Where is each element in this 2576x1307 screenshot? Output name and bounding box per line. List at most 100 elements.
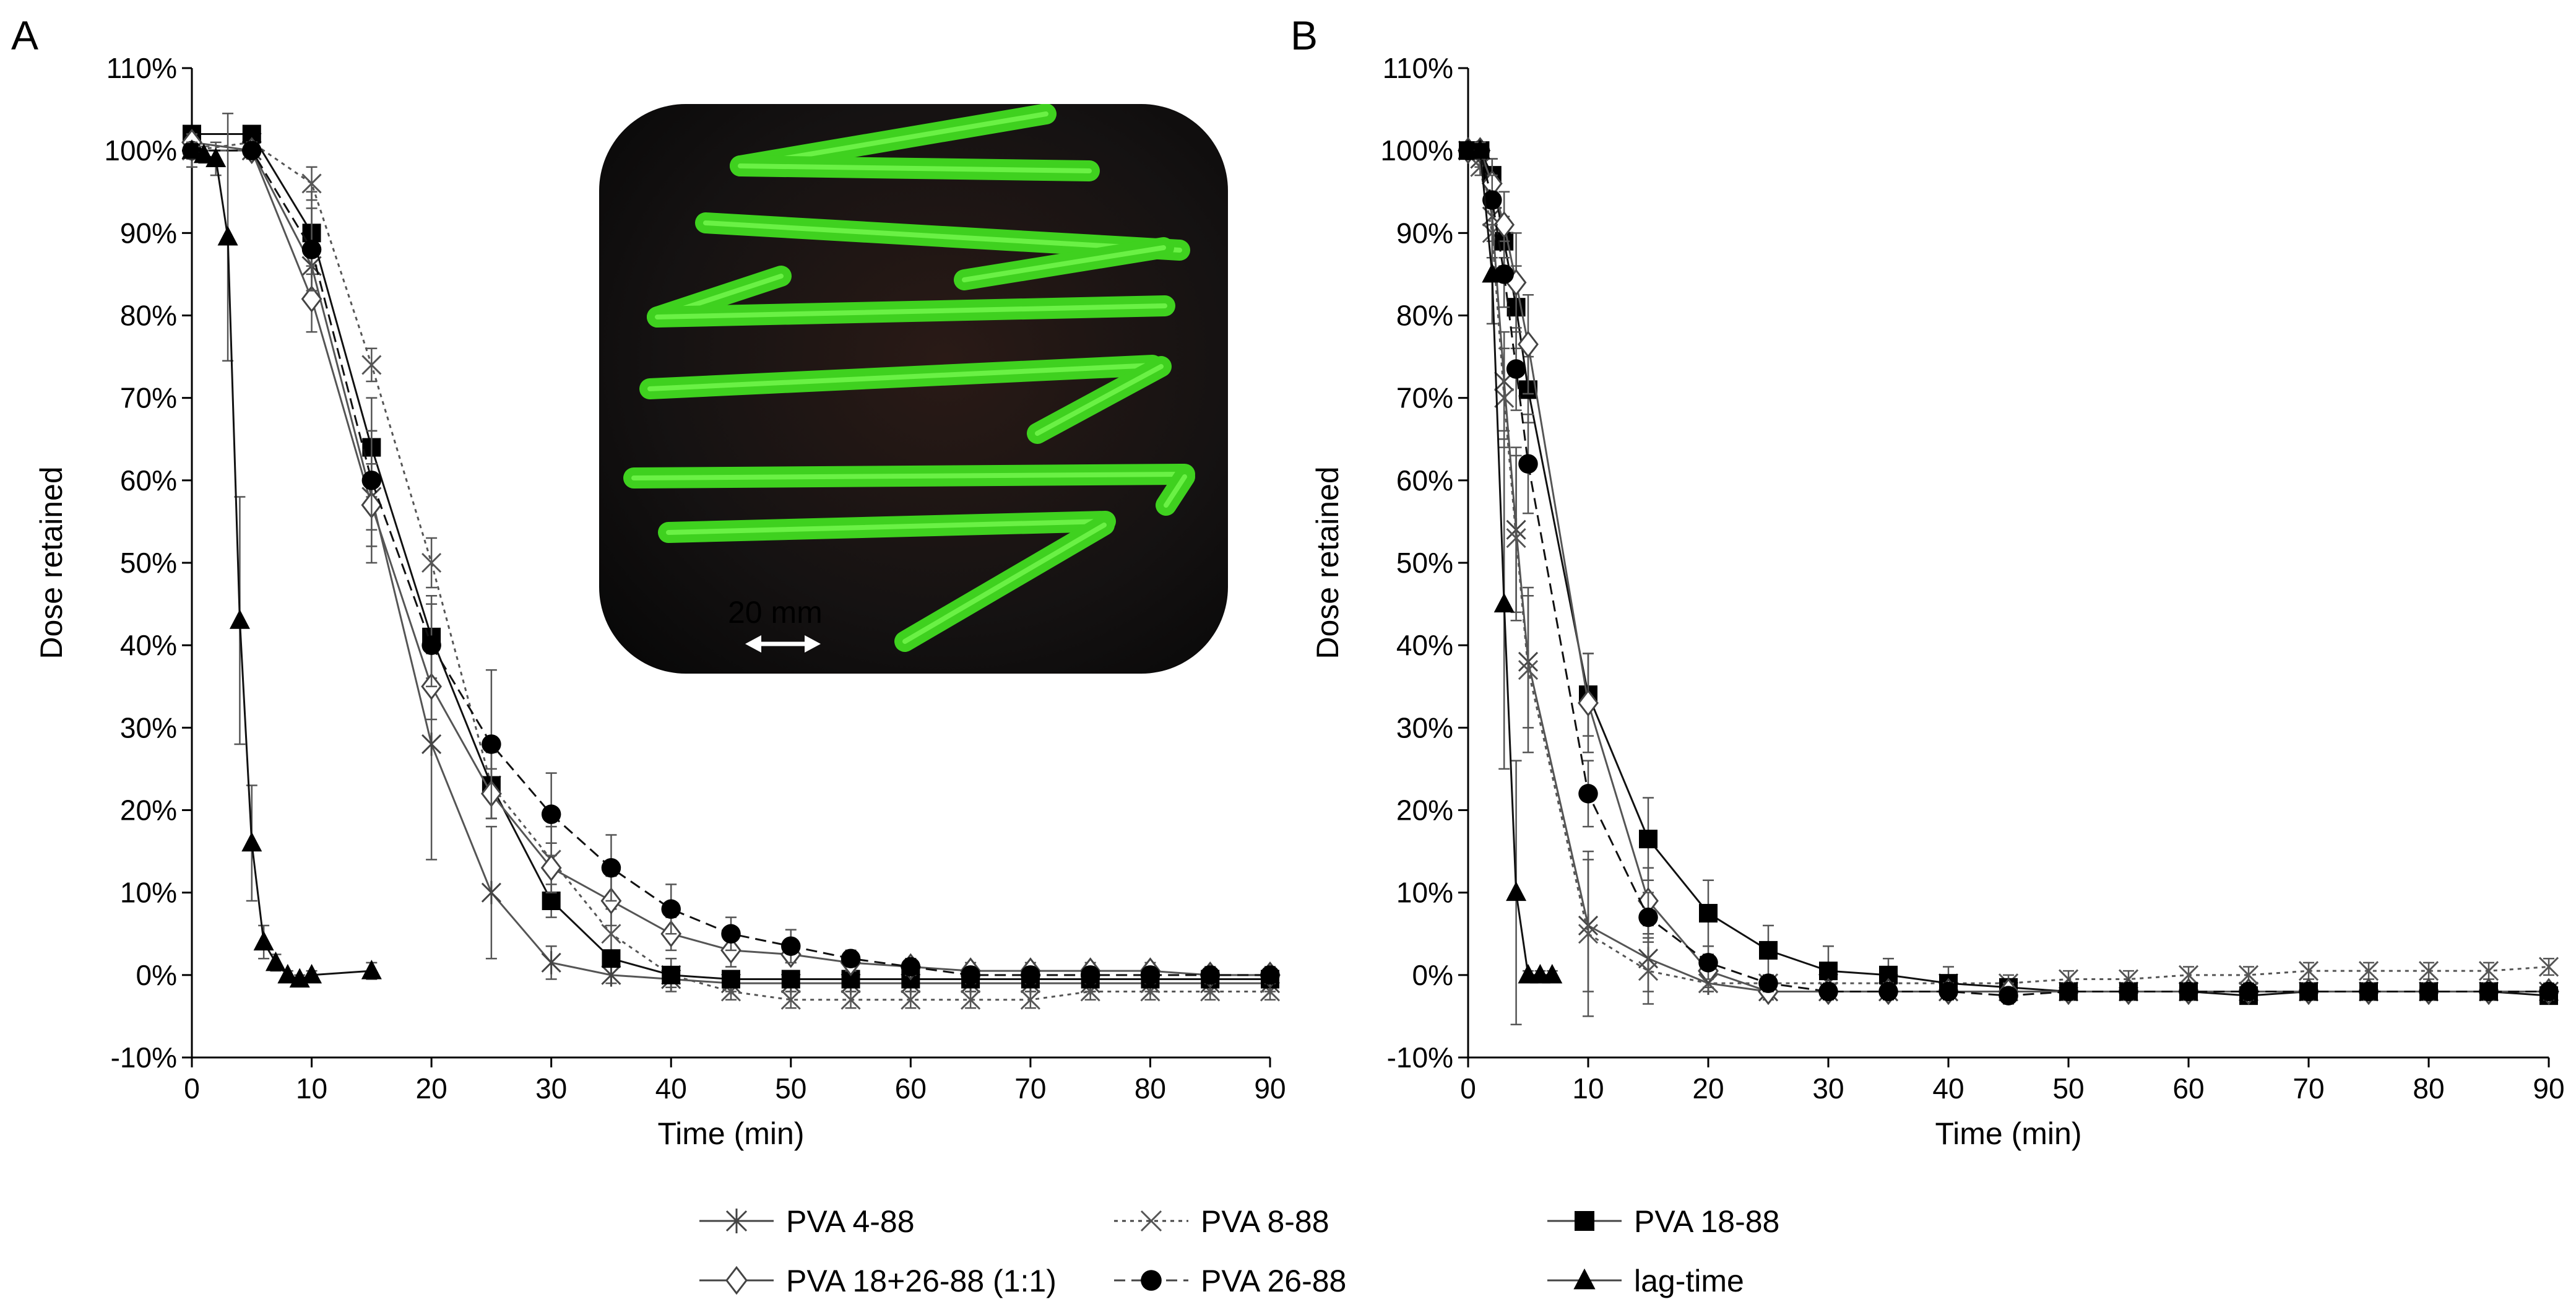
data-point bbox=[781, 936, 801, 956]
legend-marker bbox=[1141, 1270, 1162, 1291]
series-pva-18-88 bbox=[1459, 141, 2558, 1005]
y-axis-label: Dose retained bbox=[34, 466, 69, 659]
data-point bbox=[301, 285, 322, 313]
x-tick-label: 60 bbox=[2172, 1072, 2204, 1105]
legend-entry-lag-time: lag-time bbox=[1547, 1264, 1744, 1298]
x-tick-label: 90 bbox=[2533, 1072, 2564, 1105]
legend-marker bbox=[1573, 1268, 1596, 1290]
filament-highlight bbox=[1035, 364, 1164, 436]
legend-label: PVA 26-88 bbox=[1201, 1264, 1346, 1298]
legend-label: PVA 18+26-88 (1:1) bbox=[786, 1264, 1057, 1298]
data-point bbox=[1878, 981, 1898, 1002]
x-axis-label: Time (min) bbox=[657, 1116, 804, 1151]
data-point bbox=[781, 970, 800, 989]
data-point bbox=[277, 963, 298, 984]
data-point bbox=[2418, 961, 2439, 981]
data-point bbox=[2298, 961, 2319, 981]
series-pva-18-26-88-1-1- bbox=[1458, 137, 2559, 1005]
data-point bbox=[2479, 981, 2499, 1002]
data-point bbox=[1493, 211, 1515, 238]
data-point bbox=[1818, 981, 1838, 1002]
data-point bbox=[229, 609, 250, 629]
data-point bbox=[2539, 981, 2559, 1002]
y-axis-label: Dose retained bbox=[1310, 466, 1345, 659]
data-point bbox=[1493, 593, 1515, 613]
x-tick-label: 40 bbox=[1932, 1072, 1964, 1105]
data-point bbox=[721, 924, 741, 944]
legend-label: PVA 18-88 bbox=[1634, 1204, 1779, 1239]
legend-entry-pva-18-26-88-1-1-: PVA 18+26-88 (1:1) bbox=[699, 1264, 1057, 1298]
data-point bbox=[1759, 940, 1778, 960]
scale-bar-right-arrow bbox=[805, 635, 821, 653]
data-point bbox=[1578, 924, 1599, 944]
series-lag-time bbox=[181, 112, 382, 988]
data-point bbox=[541, 951, 561, 975]
series-line bbox=[191, 149, 372, 981]
x-tick-label: 10 bbox=[296, 1072, 327, 1105]
legend-marker bbox=[725, 1209, 748, 1233]
data-point bbox=[1518, 331, 1539, 358]
y-tick-label: -10% bbox=[111, 1041, 177, 1074]
x-tick-label: 60 bbox=[895, 1072, 927, 1105]
y-tick-label: 90% bbox=[1396, 217, 1453, 249]
data-point bbox=[602, 949, 621, 968]
x-tick-label: 80 bbox=[1135, 1072, 1166, 1105]
data-point bbox=[1578, 784, 1598, 804]
legend-entry-pva-26-88: PVA 26-88 bbox=[1114, 1264, 1346, 1298]
x-tick-label: 0 bbox=[1460, 1072, 1476, 1105]
scale-bar-label: 20 mm bbox=[728, 595, 823, 630]
x-tick-label: 90 bbox=[1254, 1072, 1286, 1105]
data-point bbox=[361, 471, 382, 490]
y-tick-label: 0% bbox=[136, 959, 177, 991]
data-point bbox=[421, 732, 442, 756]
data-point bbox=[2178, 965, 2199, 985]
y-tick-label: 50% bbox=[1396, 547, 1453, 579]
data-point bbox=[901, 957, 921, 977]
y-tick-label: 90% bbox=[120, 217, 177, 249]
data-point bbox=[481, 880, 501, 905]
data-point bbox=[1021, 965, 1040, 985]
legend: PVA 4-88 PVA 8-88 PVA 18-88 PVA 18+26-88 (1… bbox=[699, 1204, 1779, 1298]
data-point bbox=[1638, 961, 1659, 981]
data-point bbox=[841, 949, 861, 968]
chart-a: -10% 0% 10% 20% 30% 40% 50% 60% 70% 80% 90% 100% 110… bbox=[34, 52, 1286, 1151]
legend-marker bbox=[725, 1266, 748, 1295]
data-point bbox=[361, 355, 382, 375]
legend-entry-pva-18-88: PVA 18-88 bbox=[1547, 1204, 1779, 1239]
data-point bbox=[780, 989, 801, 1010]
filament-highlight bbox=[647, 363, 1155, 391]
data-point bbox=[361, 960, 382, 979]
y-tick-label: 70% bbox=[1396, 382, 1453, 414]
series-pva-26-88 bbox=[1458, 141, 2559, 1005]
x-tick-label: 80 bbox=[2413, 1072, 2444, 1105]
data-point bbox=[1469, 139, 1490, 159]
data-point bbox=[1639, 830, 1658, 849]
data-point bbox=[301, 240, 322, 259]
data-point bbox=[1699, 903, 1718, 923]
data-point bbox=[265, 951, 286, 971]
x-axis-label: Time (min) bbox=[1935, 1116, 2081, 1151]
y-tick-label: 80% bbox=[120, 300, 177, 332]
y-tick-label: 40% bbox=[120, 629, 177, 661]
y-tick-label: 80% bbox=[1396, 300, 1453, 332]
y-tick-label: 10% bbox=[120, 877, 177, 909]
data-point bbox=[217, 225, 238, 246]
y-tick-label: 60% bbox=[120, 464, 177, 497]
y-tick-label: 20% bbox=[120, 794, 177, 827]
x-tick-label: 50 bbox=[775, 1072, 806, 1105]
data-point bbox=[541, 804, 561, 824]
data-point bbox=[242, 141, 262, 160]
data-point bbox=[2358, 961, 2379, 981]
x-tick-label: 10 bbox=[1572, 1072, 1604, 1105]
data-point bbox=[1482, 263, 1503, 283]
data-point bbox=[1080, 965, 1100, 985]
panel-label-b: B bbox=[1290, 12, 1318, 58]
data-point bbox=[193, 143, 214, 163]
series-pva-4-88 bbox=[1458, 139, 2559, 1004]
data-point bbox=[1638, 907, 1658, 927]
y-tick-label: 100% bbox=[104, 134, 177, 167]
data-point bbox=[2238, 965, 2259, 985]
x-tick-label: 20 bbox=[1692, 1072, 1724, 1105]
filament-highlight bbox=[1164, 474, 1187, 508]
legend-label: lag-time bbox=[1634, 1264, 1744, 1298]
